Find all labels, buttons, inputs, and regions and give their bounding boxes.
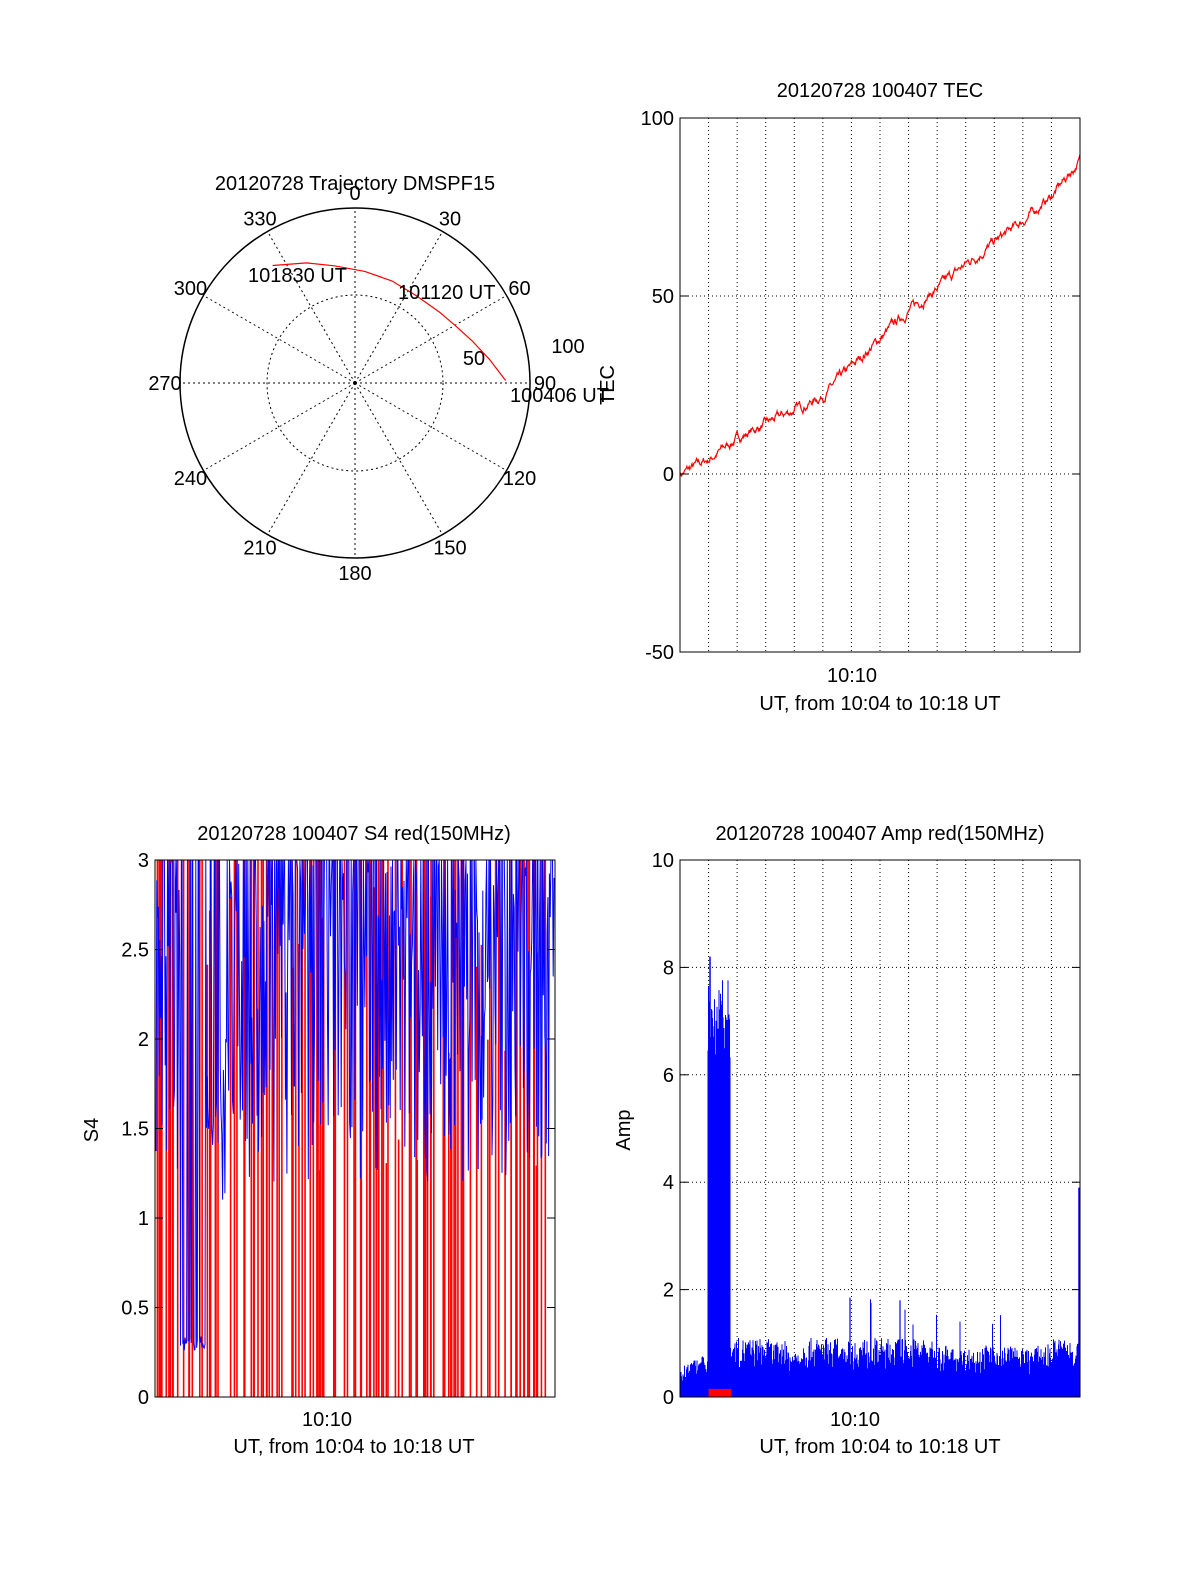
polar-azimuth-label: 300 xyxy=(174,278,207,300)
track-label-mid: 101120 UT xyxy=(398,282,495,304)
s4-blue-line xyxy=(155,859,555,1351)
polar-spoke xyxy=(354,231,443,384)
polar-spoke xyxy=(354,295,507,384)
amp-blue-series xyxy=(679,956,1081,1397)
trajectory-panel: 20120728 Trajectory DMSPF15 0 30 60 90 120 15… xyxy=(148,173,609,585)
s4-y-tick-labels: 0 0.5 1 1.5 2 2.5 3 xyxy=(121,850,555,1409)
tec-series-line xyxy=(679,154,1081,478)
tec-y-tick-labels: -50 0 50 100 xyxy=(641,108,1080,664)
polar-azimuth-label: 240 xyxy=(174,468,207,490)
y-tick-label: 2 xyxy=(663,1280,674,1302)
tec-xtick-label: 10:10 xyxy=(827,665,877,687)
polar-azimuth-label: 120 xyxy=(503,468,536,490)
polar-spoke xyxy=(267,382,356,535)
polar-azimuth-labels: 0 30 60 90 120 150 180 210 240 270 300 330 xyxy=(148,183,556,585)
polar-azimuth-label: 150 xyxy=(433,538,466,560)
polar-spoke xyxy=(354,382,507,471)
y-tick-label: 2.5 xyxy=(121,940,149,962)
track-label-start: 100406 UT xyxy=(510,385,609,407)
tec-ylabel: TEC xyxy=(597,365,619,405)
polar-azimuth-label: 210 xyxy=(243,538,276,560)
polar-azimuth-label: 30 xyxy=(439,208,461,230)
polar-radial-label-50: 50 xyxy=(463,348,485,370)
polar-inner-circle xyxy=(266,294,444,472)
amp-plot-frame xyxy=(679,859,1081,1398)
polar-spoke xyxy=(267,231,356,384)
tec-grid xyxy=(679,117,1081,653)
y-tick-label: 2 xyxy=(138,1029,149,1051)
polar-azimuth-label: 0 xyxy=(349,183,360,205)
track-label-end: 101830 UT xyxy=(248,265,347,287)
amp-xlabel: UT, from 10:04 to 10:18 UT xyxy=(759,1436,1000,1458)
amp-ylabel: Amp xyxy=(613,1109,635,1150)
polar-spoke xyxy=(203,382,356,471)
s4-title: 20120728 100407 S4 red(150MHz) xyxy=(197,823,511,845)
tec-plot-frame xyxy=(679,117,1081,653)
amp-grid xyxy=(679,859,1081,1398)
tec-xlabel: UT, from 10:04 to 10:18 UT xyxy=(759,693,1000,715)
polar-radial-label-100: 100 xyxy=(551,336,584,358)
trajectory-title: 20120728 Trajectory DMSPF15 xyxy=(215,173,495,195)
amp-red-series xyxy=(708,1388,732,1397)
y-tick-label: 100 xyxy=(641,108,674,130)
s4-xlabel: UT, from 10:04 to 10:18 UT xyxy=(233,1436,474,1458)
y-tick-label: 6 xyxy=(663,1065,674,1087)
y-tick-label: 4 xyxy=(663,1172,674,1194)
s4-ylabel: S4 xyxy=(81,1118,103,1142)
y-tick-label: 0 xyxy=(663,464,674,486)
y-tick-label: 3 xyxy=(138,850,149,872)
y-tick-label: 50 xyxy=(652,286,674,308)
s4-blue-series xyxy=(155,859,555,1351)
s4-panel: 20120728 100407 S4 red(150MHz) 0 0.5 1 1.5 2… xyxy=(81,823,556,1458)
amp-panel: 20120728 100407 Amp red(150MHz) 0246810 … xyxy=(613,823,1081,1458)
polar-spoke xyxy=(203,295,356,384)
tec-title: 20120728 100407 TEC xyxy=(777,80,983,102)
y-tick-label: 0.5 xyxy=(121,1298,149,1320)
y-tick-label: 1.5 xyxy=(121,1119,149,1141)
y-tick-label: 0 xyxy=(663,1387,674,1409)
trajectory-track xyxy=(272,262,506,381)
y-tick-label: 8 xyxy=(663,957,674,979)
y-tick-label: -50 xyxy=(645,642,674,664)
amp-y-tick-labels: 0 2 4 6 8 10 xyxy=(652,850,1080,1409)
polar-spokes xyxy=(180,208,530,558)
polar-azimuth-label: 60 xyxy=(508,278,530,300)
polar-spoke xyxy=(354,382,443,535)
y-tick-label: 0 xyxy=(138,1387,149,1409)
y-tick-label: 10 xyxy=(652,850,674,872)
amp-xtick-label: 10:10 xyxy=(830,1409,880,1431)
y-tick-label: 1 xyxy=(138,1208,149,1230)
polar-azimuth-label: 270 xyxy=(148,373,181,395)
polar-azimuth-label: 180 xyxy=(338,563,371,585)
polar-outer-circle xyxy=(179,207,531,559)
polar-azimuth-label: 330 xyxy=(243,208,276,230)
s4-xtick-label: 10:10 xyxy=(302,1409,352,1431)
polar-azimuth-label: 90 xyxy=(534,373,556,395)
amp-title: 20120728 100407 Amp red(150MHz) xyxy=(715,823,1044,845)
